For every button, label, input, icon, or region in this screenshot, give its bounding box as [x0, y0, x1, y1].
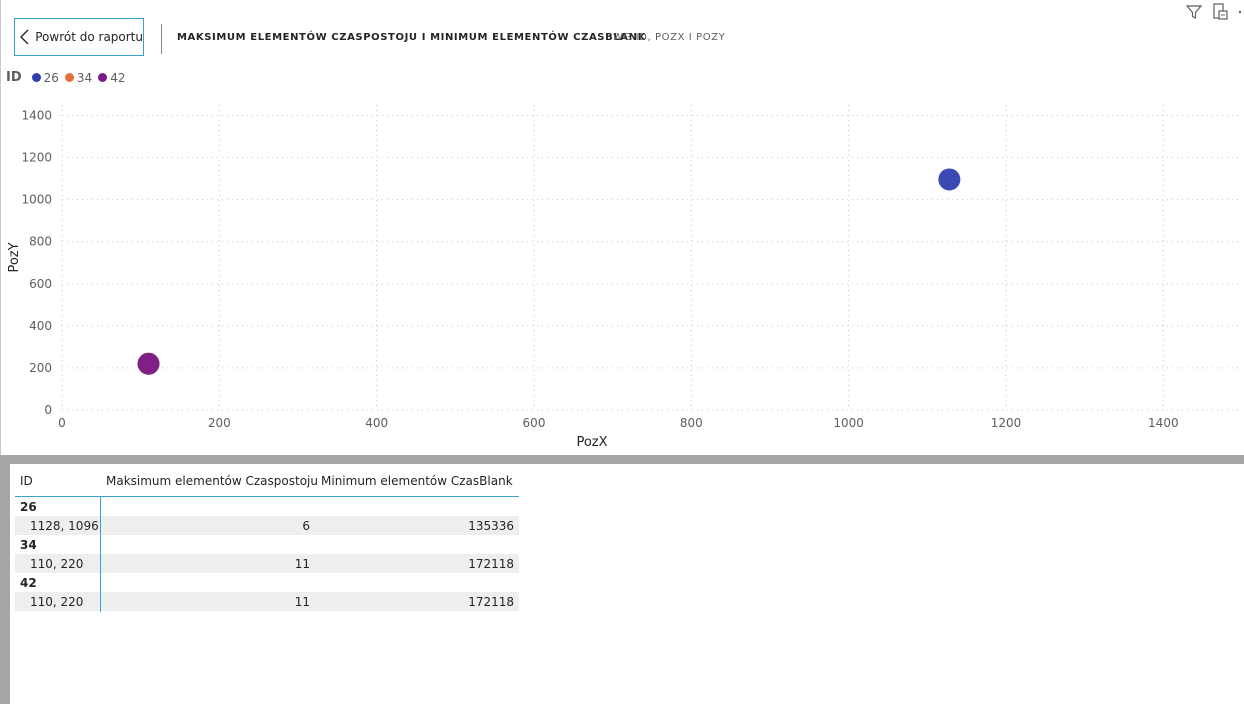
scatter-chart: 0 200 400 600 800 1000 1200 1400 0 200 400 600 800 10… [7, 105, 1242, 450]
x-tick-label: 600 [523, 416, 546, 430]
legend-dot-42 [98, 73, 108, 82]
left-border [0, 0, 1, 455]
y-tick-label: 1400 [21, 109, 52, 123]
visual-subtitle: WG ID, POZX I POZY [613, 32, 726, 43]
group-id: 34 [20, 537, 37, 552]
y-tick-label: 1200 [21, 151, 52, 165]
chevron-left-icon [15, 18, 35, 56]
y-tick-label: 1000 [21, 193, 52, 207]
back-to-report-button[interactable]: Powrót do raportu [14, 18, 144, 56]
group-id: 26 [20, 499, 37, 514]
y-tick-label: 600 [29, 277, 52, 291]
row-position: 110, 220 [30, 594, 84, 609]
x-tick-label: 1400 [1148, 416, 1179, 430]
left-panel-bar [0, 464, 10, 704]
visual-title: MAKSIMUM ELEMENTÓW CZASPOSTOJU I MINIMUM… [177, 32, 646, 43]
legend-title: ID [6, 70, 22, 85]
row-min-value: 135336 [468, 518, 514, 533]
table-row[interactable]: 1128, 1096 6 135336 [15, 516, 519, 535]
column-header-id[interactable]: ID [20, 474, 33, 488]
filter-icon[interactable] [1184, 2, 1204, 22]
row-min-value: 172118 [468, 556, 514, 571]
row-max-value: 11 [294, 556, 310, 571]
y-tick-label: 800 [29, 235, 52, 249]
header-separator [161, 24, 162, 54]
table-group-row[interactable]: 34 [15, 535, 519, 554]
x-tick-label: 400 [365, 416, 388, 430]
y-tick-label: 0 [44, 403, 52, 417]
data-point-26 [938, 168, 961, 191]
row-max-value: 6 [302, 518, 310, 533]
x-tick-label: 0 [58, 416, 66, 430]
y-axis-title: PozY [7, 242, 22, 272]
x-tick-label: 200 [208, 416, 231, 430]
divider-bar [0, 455, 1244, 464]
legend-item-26[interactable]: 26 [31, 70, 59, 85]
x-axis-title: PozX [576, 435, 607, 450]
y-tick-label: 400 [29, 319, 52, 333]
legend-label-34: 34 [76, 70, 93, 85]
x-tick-label: 800 [680, 416, 703, 430]
focus-mode-icon[interactable] [1210, 2, 1230, 22]
row-position: 110, 220 [30, 556, 84, 571]
table-row[interactable]: 110, 220 11 172118 [15, 592, 519, 611]
table-column-divider [100, 497, 101, 612]
visual-header-icons [1184, 2, 1244, 22]
legend-label-42: 42 [110, 70, 126, 85]
more-options-icon[interactable] [1236, 2, 1244, 22]
legend-item-42[interactable]: 42 [98, 71, 125, 85]
legend-dot-26 [31, 73, 41, 82]
row-position: 1128, 1096 [30, 518, 99, 533]
data-point-42 [137, 352, 160, 375]
table-header-row: ID Maksimum elementów Czaspostoju Minimu… [15, 466, 519, 497]
column-header-min[interactable]: Minimum elementów CzasBlank [321, 474, 513, 488]
column-header-max[interactable]: Maksimum elementów Czaspostoju [106, 474, 318, 488]
row-min-value: 172118 [468, 594, 514, 609]
matrix-table: ID Maksimum elementów Czaspostoju Minimu… [15, 466, 519, 611]
legend-dot-34 [64, 73, 74, 82]
y-tick-label: 200 [29, 361, 52, 375]
table-group-row[interactable]: 42 [15, 573, 519, 592]
back-button-label: Powrót do raportu [35, 30, 143, 44]
row-max-value: 11 [294, 594, 310, 609]
table-row[interactable]: 110, 220 11 172118 [15, 554, 519, 573]
chart-legend: ID 26 34 42 [6, 70, 131, 85]
x-tick-label: 1200 [991, 416, 1022, 430]
legend-item-34[interactable]: 34 [64, 70, 93, 85]
group-id: 42 [20, 575, 37, 590]
x-tick-label: 1000 [833, 416, 864, 430]
table-group-row[interactable]: 26 [15, 497, 519, 516]
legend-label-26: 26 [43, 70, 59, 85]
